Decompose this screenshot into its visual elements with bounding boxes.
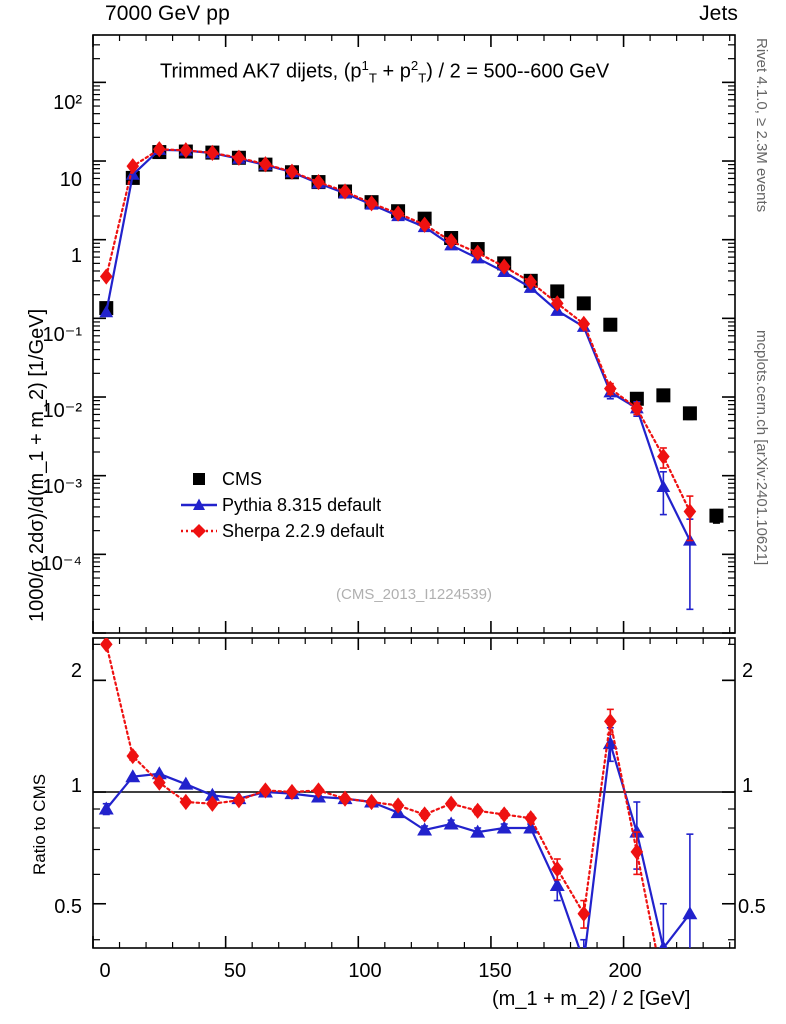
rivet-version-caption: Rivet 4.1.0, ≥ 2.3M events <box>753 38 770 213</box>
main-ytick-1e-3: 10⁻³ <box>42 476 82 498</box>
legend-item-pythia[interactable]: Pythia 8.315 default <box>176 492 384 518</box>
xtick-150: 150 <box>478 960 512 982</box>
ratio-ytick-1-right: 1 <box>742 775 754 797</box>
xtick-100: 100 <box>348 960 382 982</box>
main-ytick-1e-4: 10⁻⁴ <box>40 553 82 575</box>
legend-item-sherpa[interactable]: Sherpa 2.2.9 default <box>176 518 384 544</box>
ratio-series-group <box>98 638 698 948</box>
legend-label-pythia: Pythia 8.315 default <box>222 494 382 515</box>
xtick-0: 0 <box>99 960 111 982</box>
legend-label-cms: CMS <box>222 468 262 489</box>
xtick-50: 50 <box>223 960 247 982</box>
main-panel-title: Trimmed AK7 dijets, (p1T + p2T) / 2 = 50… <box>160 58 609 86</box>
title-part-1: Trimmed AK7 dijets, (p <box>160 60 362 83</box>
main-ytick-1e-1: 10⁻¹ <box>42 324 82 346</box>
main-ytick-1: 1 <box>70 245 82 267</box>
title-part-3: ) / 2 = 500--600 GeV <box>426 60 610 83</box>
title-superscript-1: 1 <box>361 58 369 73</box>
main-ytick-10: 10 <box>59 169 82 191</box>
title-subscript-1: T <box>368 70 377 86</box>
header-left-label: 7000 GeV pp <box>105 2 230 25</box>
ratio-ytick-2-right: 2 <box>742 660 754 682</box>
title-part-2: + p <box>376 60 411 83</box>
legend: CMS Pythia 8.315 default Sherpa 2.2.9 de… <box>176 466 384 544</box>
mcplots-reference-caption: mcplots.cern.ch [arXiv:2401.10621] <box>753 330 770 566</box>
analysis-id-watermark: (CMS_2013_I1224539) <box>336 586 492 603</box>
pythia-marker-icon <box>176 495 222 515</box>
sherpa-marker-icon <box>176 521 222 541</box>
main-ytick-1e-2: 10⁻² <box>42 400 82 422</box>
main-ytick-1e2: 10² <box>53 92 82 114</box>
legend-item-cms[interactable]: CMS <box>176 466 384 492</box>
header-right-label: Jets <box>699 2 738 25</box>
ratio-ytick-1-left: 1 <box>70 775 82 797</box>
xtick-200: 200 <box>608 960 642 982</box>
ratio-ytick-05-left: 0.5 <box>54 896 82 918</box>
ratio-ytick-05-right: 0.5 <box>738 896 766 918</box>
cms-marker-icon <box>176 469 222 489</box>
legend-label-sherpa: Sherpa 2.2.9 default <box>222 520 385 541</box>
xaxis-label: (m_1 + m_2) / 2 [GeV] <box>492 988 691 1010</box>
ratio-ytick-2-left: 2 <box>70 660 82 682</box>
